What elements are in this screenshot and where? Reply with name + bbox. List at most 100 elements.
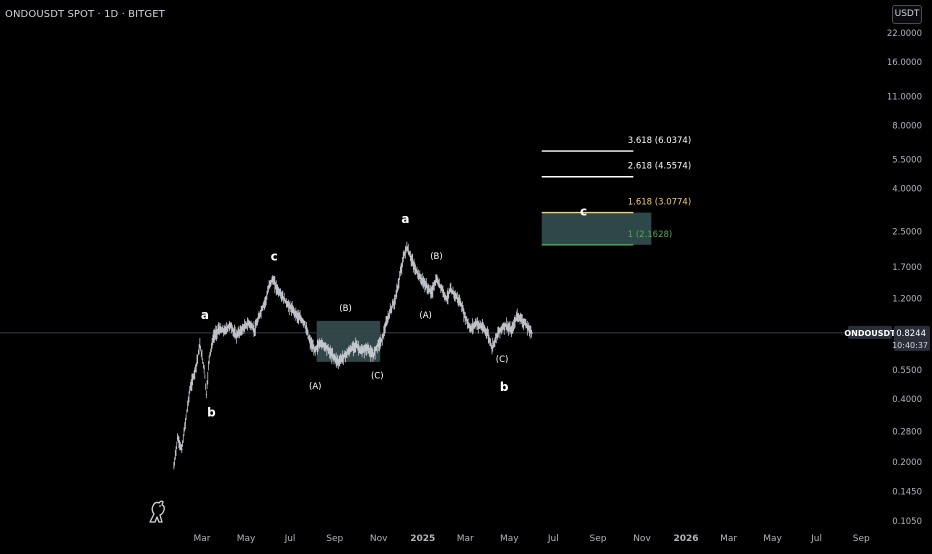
price-point [381,339,383,341]
y-tick-label: 1.2000 [892,295,922,305]
y-tick-label: 4.0000 [892,185,922,195]
price-point [531,332,533,334]
price-point [265,297,267,300]
y-tick-label: 0.1450 [892,488,922,498]
price-point [445,297,448,300]
price-point [212,336,215,338]
price-point [499,329,501,331]
x-tick-label: Mar [194,534,211,544]
price-point [487,332,489,334]
currency-button[interactable]: USDT [892,5,922,24]
fib-level-label: 2.618 (4.5574) [628,162,691,172]
wave-label: c [580,205,587,219]
price-point [366,347,368,349]
x-tick-label: Jul [810,534,822,544]
last-price-tag-layer: ONDOUSDT 0.8244 10:40:37 [844,325,930,351]
price-point [272,278,274,281]
y-axis: 22.0000 16.0000 11.0000 8.0000 5.5000 4.0000 2… [887,29,922,527]
price-point [516,314,518,316]
price-point [414,268,417,271]
price-point [184,421,187,423]
target-zone[interactable] [541,212,652,245]
y-tick-label: 22.0000 [887,29,922,39]
price-point [235,334,237,337]
y-tick-label: 0.4000 [892,395,922,405]
fib-level-label: 3.618 (6.0374) [628,136,691,146]
price-point [406,246,408,249]
price-point [505,324,507,326]
price-point [343,355,345,357]
tradingview-logo-icon[interactable] [149,500,165,523]
wave-label: (B) [339,304,351,314]
wave-label: (C) [496,355,509,365]
price-point [176,437,179,439]
price-point [223,330,225,332]
price-point [491,347,493,349]
price-tag-bg [894,325,930,351]
price-point [402,256,404,259]
price-point [241,328,243,330]
price-point [269,282,271,284]
price-point [217,328,220,330]
price-point [260,310,262,312]
wave-label: (A) [419,311,431,321]
price-point [282,296,284,298]
y-tick-label: 0.1050 [892,517,922,527]
x-tick-label: Sep [326,534,343,544]
price-point [425,285,427,287]
wave-label: (A) [309,382,321,392]
y-tick-label: 0.5500 [892,366,922,376]
price-point [394,297,396,300]
x-tick-label: Mar [720,534,737,544]
x-tick-label: Jul [284,534,296,544]
x-tick-label: May [500,534,519,544]
wave-label: (C) [371,372,384,382]
price-point [389,310,391,312]
price-point [376,344,378,346]
wave-label: b [207,405,216,419]
y-tick-label: 0.2800 [892,427,922,437]
price-point [430,292,432,294]
logo-layer [149,500,165,523]
price-point [475,322,477,324]
price-point [464,316,466,318]
price-point [319,342,321,344]
x-tick-label: May [237,534,256,544]
price-point [203,367,205,369]
price-point [303,322,306,324]
price-point [409,256,412,258]
wave-label: a [201,308,209,322]
symbol-tag: ONDOUSDT [844,329,896,338]
price-point [449,289,451,291]
price-point [521,319,523,321]
price-point [355,343,357,345]
x-tick-label: 2025 [410,534,435,544]
symbol-title: ONDOUSDT SPOT · 1D · BITGET [5,9,165,20]
y-tick-label: 11.0000 [887,92,922,102]
price-tag-countdown: 10:40:37 [892,341,928,350]
price-point [510,330,513,332]
symbol-tag-bg [848,325,892,339]
wave-label: c [271,250,278,264]
price-point [454,294,456,296]
price-point [481,326,483,328]
price-point [469,328,471,330]
wave-label: b [500,380,509,394]
x-axis: Mar May Jul Sep Nov 2025 Mar May Jul Sep Nov 2026 Ma… [194,534,871,544]
price-point [313,349,316,352]
fibonacci-layer[interactable]: 3.618 (6.0374) 2.618 (4.5574) 1.618 (3.077… [541,136,691,246]
price-tag-value: 0.8244 [896,329,926,339]
price-point [331,353,333,356]
price-point [372,355,374,357]
price-point [287,304,289,306]
price-point [325,345,327,348]
wave-label: a [401,212,409,226]
x-tick-label: Sep [590,534,607,544]
price-point [205,393,207,396]
y-tick-label: 1.7000 [892,263,922,273]
price-point [254,329,256,331]
price-point [229,324,231,326]
